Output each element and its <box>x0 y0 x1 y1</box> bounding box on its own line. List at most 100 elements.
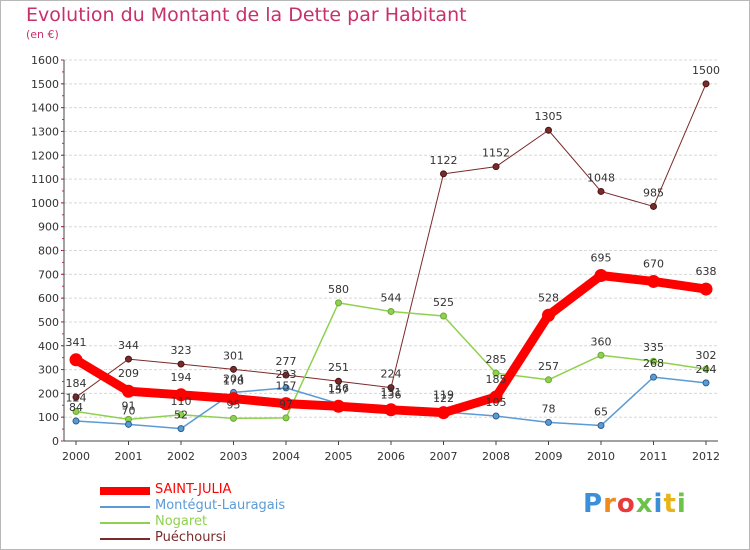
data-label-montegut: 52 <box>174 409 188 422</box>
data-label-nogaret: 360 <box>591 335 612 348</box>
data-label-montegut: 105 <box>486 396 507 409</box>
data-point-saint-julia <box>332 399 345 413</box>
series-lines <box>69 80 713 433</box>
data-label-saint-julia: 695 <box>591 252 612 265</box>
data-label-puechoursi: 1152 <box>482 147 510 160</box>
x-tick-label: 2002 <box>167 450 195 463</box>
data-label-montegut: 223 <box>276 368 297 381</box>
data-label-nogaret: 580 <box>328 283 349 296</box>
x-tick-label: 2000 <box>62 450 90 463</box>
data-point-saint-julia <box>647 274 660 288</box>
data-label-saint-julia: 528 <box>538 291 559 304</box>
y-tick-label: 1300 <box>31 125 59 138</box>
data-label-nogaret: 525 <box>433 296 454 309</box>
data-point-nogaret <box>177 411 185 419</box>
chart-title: Evolution du Montant de la Dette par Hab… <box>26 4 467 26</box>
data-point-saint-julia <box>489 390 503 404</box>
data-label-montegut: 84 <box>69 401 83 414</box>
data-point-saint-julia <box>227 392 240 406</box>
data-label-montegut: 204 <box>223 372 244 385</box>
data-labels: 184 344 323 301 277 251 224 1122 1152 1305 1048 985… <box>66 64 721 422</box>
data-label-puechoursi: 1122 <box>430 154 458 167</box>
data-label-puechoursi: 224 <box>381 368 402 381</box>
data-point-saint-julia <box>594 269 608 283</box>
y-tick-label: 800 <box>38 245 59 258</box>
data-point-nogaret <box>72 407 80 415</box>
data-point-montegut <box>177 425 185 433</box>
y-tick-label: 1100 <box>31 173 59 186</box>
data-label-puechoursi: 1500 <box>692 64 720 77</box>
data-label-puechoursi: 251 <box>328 361 349 374</box>
data-label-nogaret: 285 <box>486 353 507 366</box>
x-tick-label: 2003 <box>220 450 248 463</box>
data-point-puechoursi <box>72 393 80 401</box>
data-point-montegut <box>72 417 80 425</box>
data-point-puechoursi <box>282 371 290 379</box>
data-label-saint-julia: 638 <box>696 265 717 278</box>
legend-swatch-nogaret <box>100 522 150 524</box>
data-point-puechoursi <box>545 126 552 134</box>
data-point-puechoursi <box>492 163 500 171</box>
data-point-montegut <box>702 379 710 387</box>
data-label-saint-julia: 185 <box>486 373 507 386</box>
y-tick-label: 1600 <box>31 54 59 67</box>
data-label-saint-julia: 119 <box>433 389 454 402</box>
data-point-puechoursi <box>702 80 710 88</box>
logo-letter: t <box>663 489 677 519</box>
data-label-puechoursi: 277 <box>276 355 297 368</box>
data-point-montegut <box>125 420 132 428</box>
data-label-montegut: 122 <box>433 392 454 405</box>
data-label-saint-julia: 194 <box>171 371 192 384</box>
x-tick-label: 2001 <box>115 450 143 463</box>
y-tick-label: 1000 <box>31 197 59 210</box>
x-tick-label: 2006 <box>377 450 405 463</box>
y-tick-label: 200 <box>38 387 59 400</box>
data-point-puechoursi <box>335 377 342 385</box>
data-point-nogaret <box>597 351 605 359</box>
data-point-nogaret <box>387 307 395 315</box>
y-tick-label: 400 <box>38 340 59 353</box>
logo-letter: x <box>635 489 654 519</box>
data-point-nogaret <box>440 312 447 320</box>
data-point-puechoursi <box>125 355 132 363</box>
data-label-saint-julia: 131 <box>381 386 402 399</box>
data-point-nogaret <box>545 376 552 384</box>
x-tick-label: 2005 <box>325 450 353 463</box>
y-tick-label: 1200 <box>31 149 59 162</box>
data-point-puechoursi <box>650 202 657 210</box>
data-label-puechoursi: 1048 <box>587 171 615 184</box>
data-point-puechoursi <box>230 365 237 373</box>
data-label-montegut: 244 <box>696 363 717 376</box>
logo-letter: o <box>616 489 636 519</box>
data-label-puechoursi: 1305 <box>535 110 563 123</box>
proxiti-logo: Proxiti <box>583 489 687 519</box>
data-label-puechoursi: 344 <box>118 339 139 352</box>
data-point-montegut <box>492 412 500 420</box>
x-tick-label: 2004 <box>272 450 300 463</box>
legend-label-montegut: Montégut-Lauragais <box>155 498 286 513</box>
data-point-nogaret <box>702 365 710 373</box>
data-label-nogaret: 110 <box>171 395 192 408</box>
data-label-saint-julia: 209 <box>118 367 139 380</box>
legend-swatch-puechoursi <box>100 538 150 540</box>
legend-swatch-saint-julia <box>100 487 150 495</box>
data-label-nogaret: 95 <box>227 398 241 411</box>
data-point-saint-julia <box>279 397 293 411</box>
data-point-nogaret <box>230 414 237 422</box>
logo-letter: i <box>653 489 664 519</box>
data-label-montegut: 70 <box>122 404 136 417</box>
data-label-montegut: 157 <box>328 384 349 397</box>
data-point-nogaret <box>650 357 657 365</box>
y-tick-label: 1500 <box>31 78 59 91</box>
data-point-montegut <box>282 384 290 392</box>
data-point-montegut <box>597 422 605 430</box>
data-label-saint-julia: 670 <box>643 257 664 270</box>
data-label-nogaret: 91 <box>122 399 136 412</box>
data-label-saint-julia: 146 <box>328 382 349 395</box>
unit-label: (en €) <box>26 28 59 41</box>
data-point-puechoursi <box>440 170 447 178</box>
logo-letter: r <box>603 489 617 519</box>
grid <box>64 59 718 418</box>
logo-letter: i <box>676 489 687 519</box>
data-label-nogaret: 302 <box>696 349 717 362</box>
